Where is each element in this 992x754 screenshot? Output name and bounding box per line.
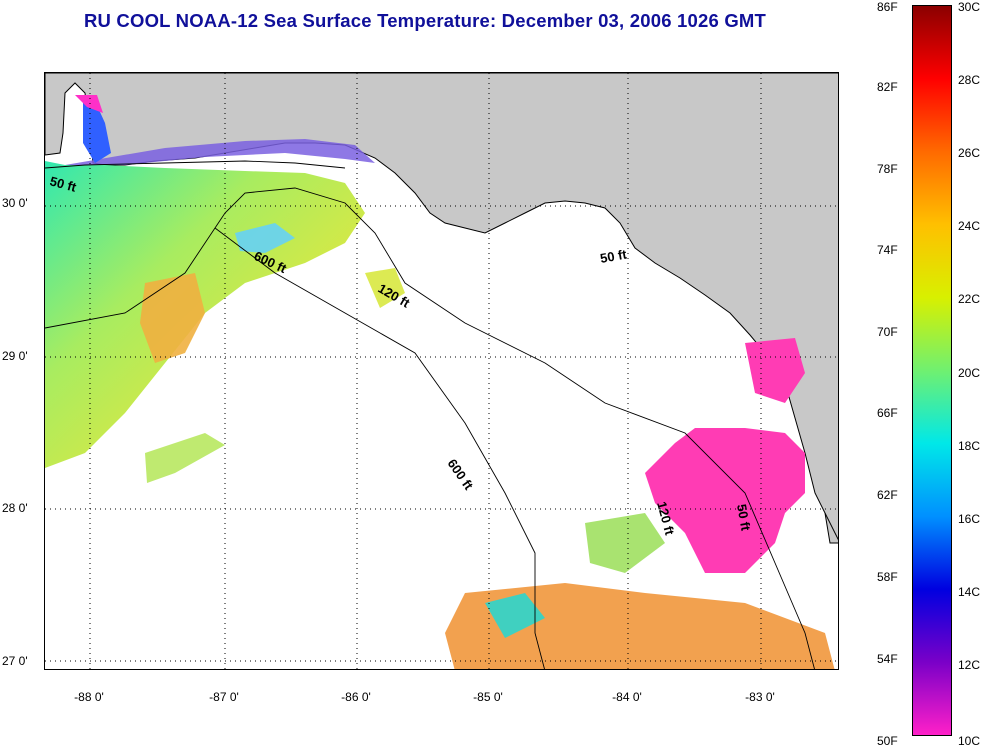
sst-bay-pink xyxy=(75,95,103,113)
sst-cold-region xyxy=(645,428,805,573)
isobath-label: 50 ft xyxy=(48,173,78,195)
colorbar-c-label: 22C xyxy=(958,292,981,306)
map-title: RU COOL NOAA-12 Sea Surface Temperature:… xyxy=(83,10,767,31)
colorbar-f-label: 50F xyxy=(877,734,898,748)
colorbar-f-label: 66F xyxy=(877,406,898,420)
colorbar-f-label: 86F xyxy=(877,0,898,14)
colorbar-f-label: 82F xyxy=(877,80,898,94)
latitude-label: 30 0' xyxy=(2,196,28,210)
colorbar-c-label: 16C xyxy=(958,512,981,526)
colorbar-c-label: 28C xyxy=(958,73,981,87)
sst-map-canvas: 50 ft 600 ft 120 ft 50 ft 600 ft 120 ft … xyxy=(45,73,838,669)
longitude-label: -84 0' xyxy=(612,690,642,704)
colorbar-c-label: 10C xyxy=(958,734,981,748)
sst-south-teal xyxy=(485,593,545,638)
isobath-600ft xyxy=(214,227,545,669)
colorbar-c-label: 24C xyxy=(958,219,981,233)
sst-swath-west xyxy=(45,161,365,468)
isobath-120ft xyxy=(45,187,815,669)
latitude-label: 28 0' xyxy=(2,501,28,515)
colorbar-f-label: 62F xyxy=(877,488,898,502)
colorbar-c-label: 12C xyxy=(958,658,981,672)
longitude-label: -88 0' xyxy=(74,690,104,704)
latitude-label: 29 0' xyxy=(2,349,28,363)
sst-map: 50 ft 600 ft 120 ft 50 ft 600 ft 120 ft … xyxy=(44,72,839,670)
isobath-50ft-west xyxy=(45,160,346,169)
sst-patch xyxy=(145,433,225,483)
longitude-label: -87 0' xyxy=(209,690,239,704)
colorbar-c-label: 30C xyxy=(958,0,981,14)
peninsula-coast xyxy=(824,512,838,541)
isobath-label: 50 ft xyxy=(599,246,629,266)
longitude-label: -85 0' xyxy=(473,690,503,704)
isobath-label: 600 ft xyxy=(445,456,477,493)
colorbar-f-label: 70F xyxy=(877,325,898,339)
colorbar-f-label: 74F xyxy=(877,243,898,257)
colorbar-c-label: 20C xyxy=(958,366,981,380)
colorbar-c-label: 18C xyxy=(958,439,981,453)
colorbar-c-label: 26C xyxy=(958,146,981,160)
longitude-label: -83 0' xyxy=(745,690,775,704)
colorbar-f-label: 58F xyxy=(877,570,898,584)
sst-south-warm xyxy=(445,583,835,669)
colorbar-f-label: 78F xyxy=(877,162,898,176)
longitude-label: -86 0' xyxy=(341,690,371,704)
sst-south-green xyxy=(585,513,665,573)
sst-warm-patch xyxy=(140,273,205,363)
temperature-colorbar xyxy=(912,5,952,736)
sst-patch xyxy=(365,268,405,308)
sst-cold-patch xyxy=(745,338,805,403)
isobath-label: 50 ft xyxy=(734,503,754,533)
colorbar-c-label: 14C xyxy=(958,585,981,599)
sst-patch xyxy=(235,223,295,253)
sst-bay-cold xyxy=(83,101,111,163)
sst-coastal-band xyxy=(65,139,375,165)
colorbar-f-label: 54F xyxy=(877,652,898,666)
latitude-label: 27 0' xyxy=(2,654,28,668)
